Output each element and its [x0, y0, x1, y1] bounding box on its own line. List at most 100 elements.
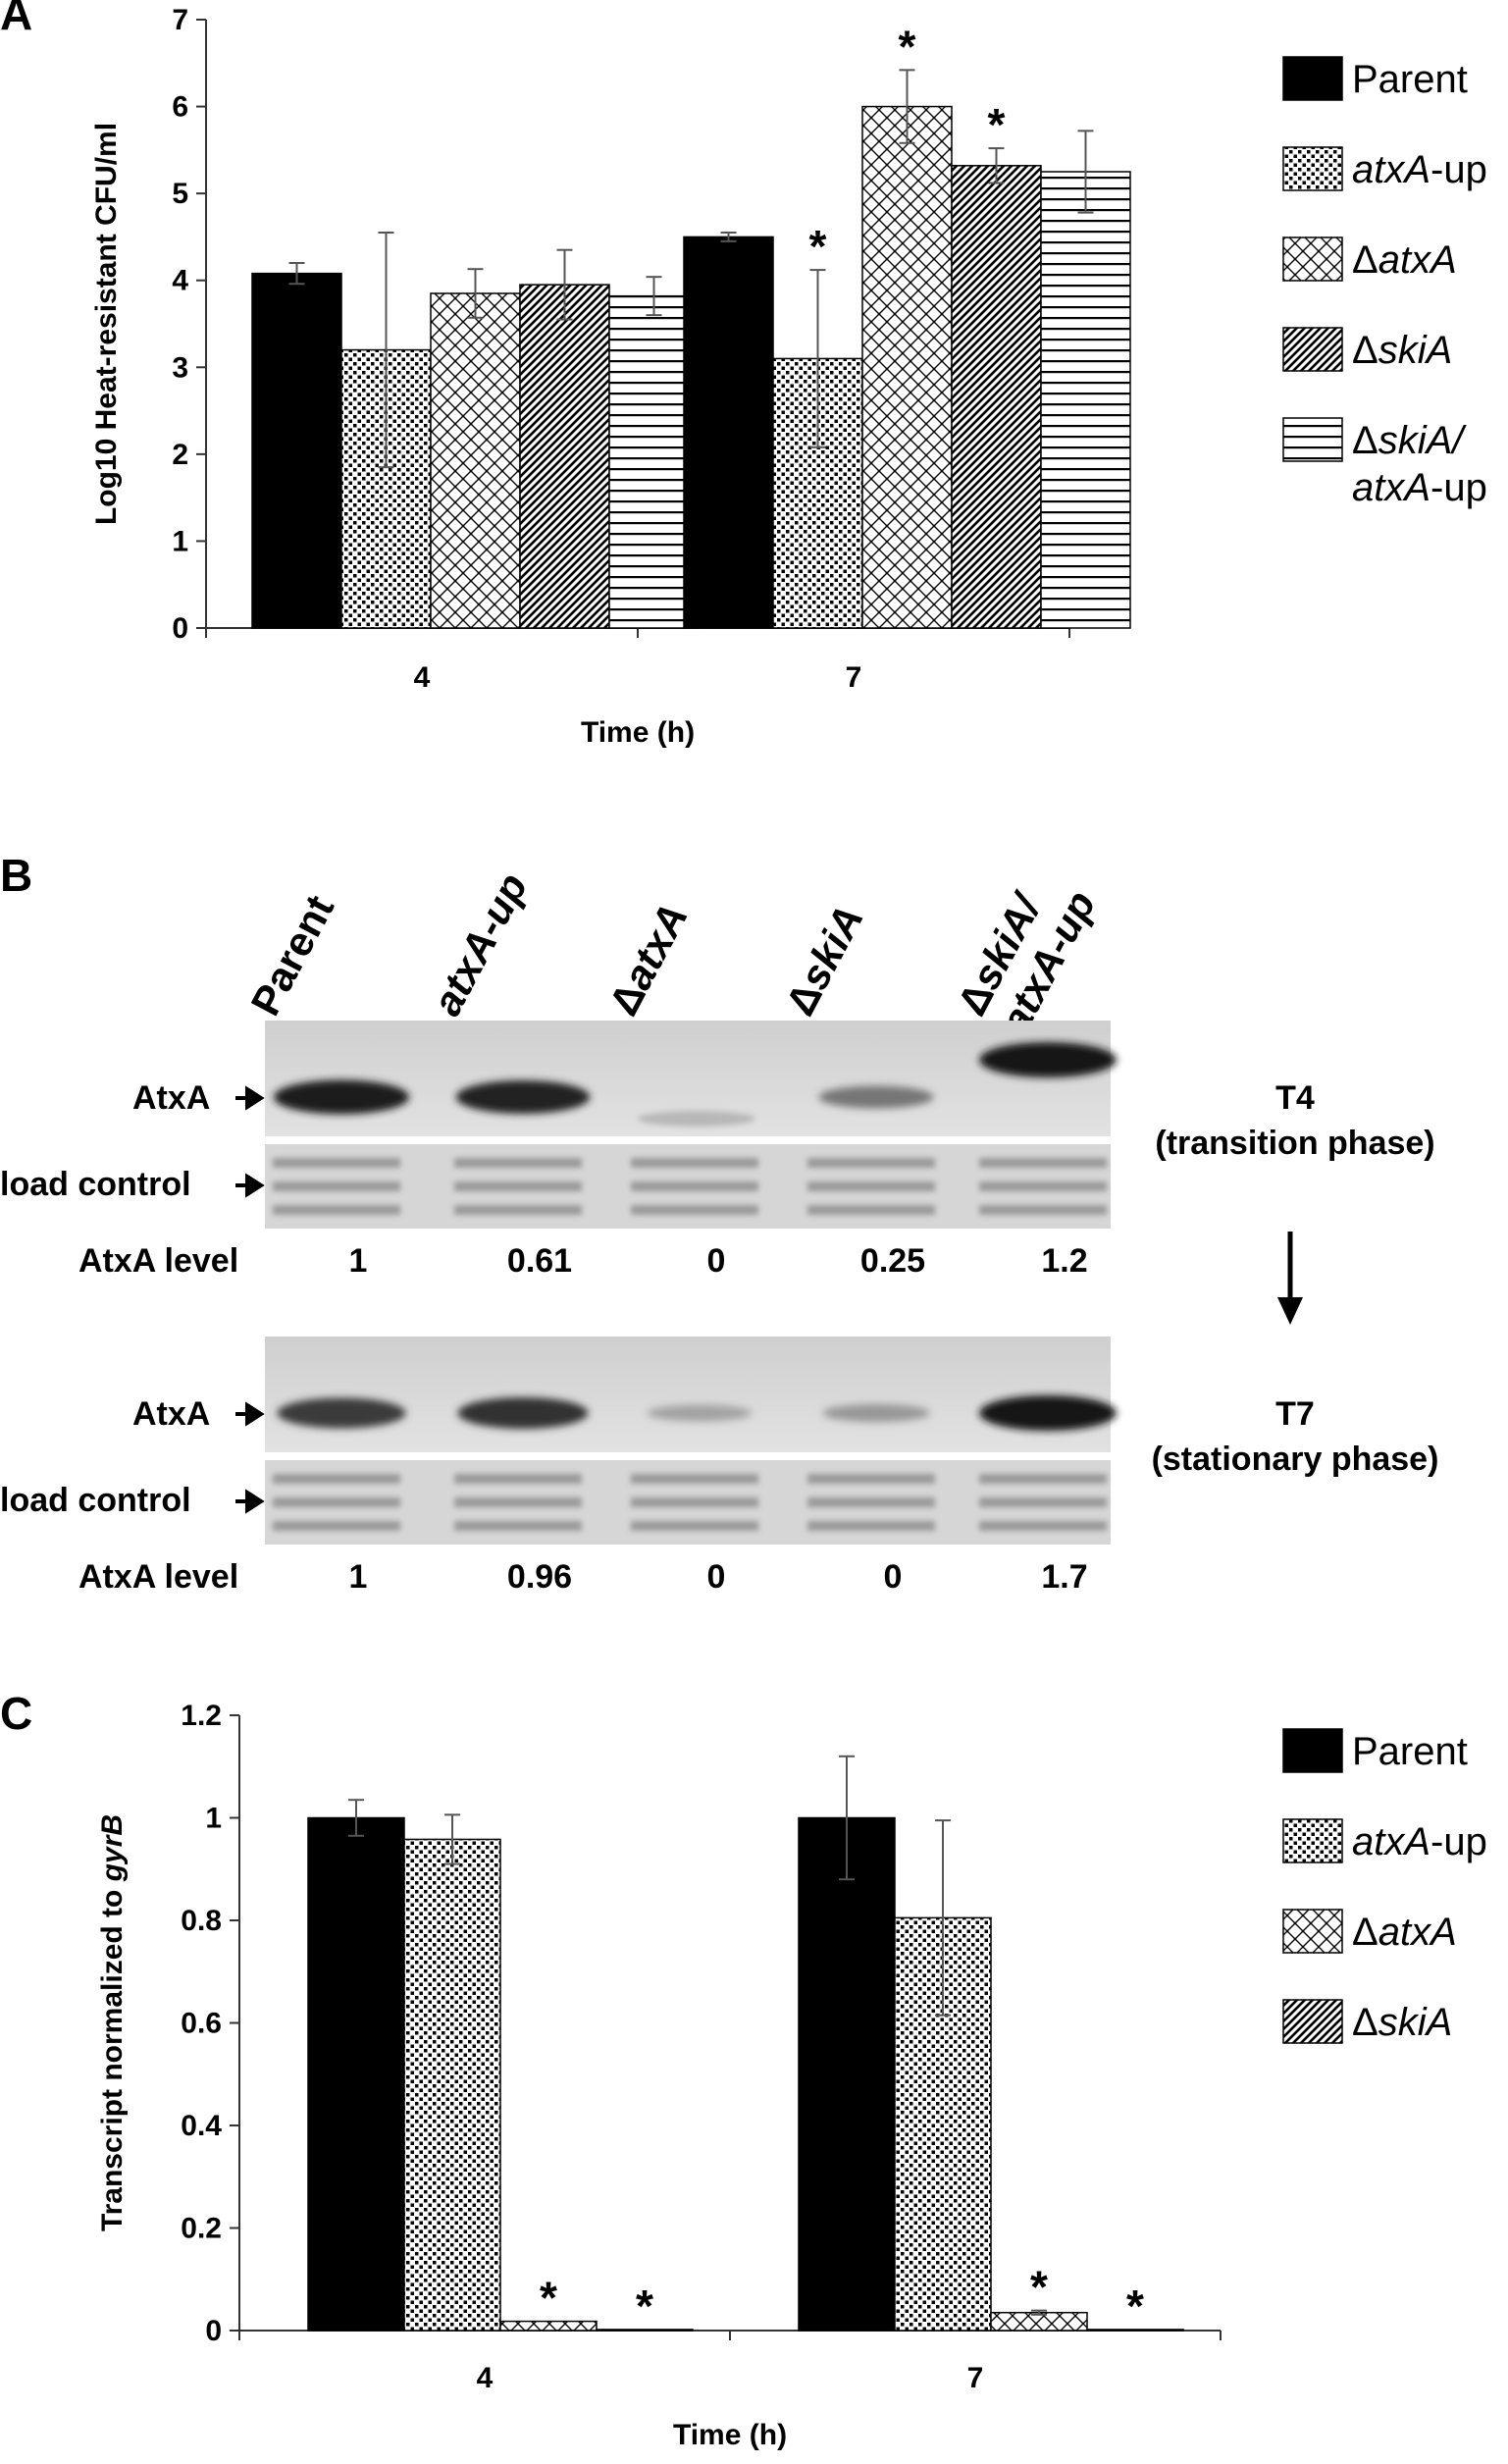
- load-control-band: [273, 1205, 400, 1215]
- row-label-atxa: AtxA: [132, 1395, 210, 1433]
- y-axis-title-part: Transcript normalized to: [96, 1881, 129, 2231]
- legend-label: atxA-up: [1352, 148, 1487, 191]
- legend-label: atxA-up: [1352, 1820, 1487, 1863]
- y-tick-label: 1: [172, 525, 188, 557]
- x-category-label: 7: [846, 661, 862, 694]
- chart-a: 0 1 2 3 4 5 6 7 4 7 Time (h) Log10 Heat-resistant C…: [90, 4, 1487, 749]
- down-arrow-head-icon: [1277, 1297, 1303, 1325]
- lane-header: ΔatxA: [599, 896, 696, 1022]
- y-tick-label: 7: [172, 4, 188, 36]
- significance-star: *: [1030, 2262, 1048, 2313]
- bar-solid: [251, 272, 342, 629]
- atxa-level-value: 1.7: [1041, 1558, 1087, 1596]
- load-control-band: [979, 1158, 1107, 1168]
- bar-diagonal: [1086, 2329, 1184, 2332]
- atxa-level-value: 0.96: [507, 1558, 572, 1596]
- legend-italic: skiA: [1378, 2001, 1453, 2044]
- lane-italic: skiA: [791, 898, 872, 996]
- row-label-atxa-level: AtxA level: [78, 1242, 238, 1280]
- legend-italic: atxA: [1352, 466, 1430, 509]
- y-axis-title: Log10 Heat-resistant CFU/ml: [90, 123, 123, 525]
- y-tick-label: 0.8: [181, 1905, 222, 1937]
- row-label-load-control: load control: [0, 1482, 191, 1519]
- significance-star: *: [899, 21, 916, 72]
- load-control-band: [631, 1205, 758, 1215]
- load-control-band: [273, 1497, 400, 1507]
- panel-label-c: C: [0, 1688, 32, 1739]
- bar-diagonal: [519, 284, 610, 629]
- legend-label-line2: atxA-up: [1352, 466, 1487, 509]
- load-control-band: [631, 1497, 758, 1507]
- legend-swatch-dots: [1282, 146, 1343, 191]
- y-tick-label: 0: [172, 612, 188, 645]
- arrow-icon: [235, 1489, 265, 1514]
- lane-italic: atxA-up: [423, 865, 536, 1022]
- load-control-band: [979, 1497, 1107, 1507]
- lane-header: Parent: [241, 888, 342, 1022]
- legend-label: ΔatxA: [1352, 1911, 1457, 1954]
- load-control-band: [454, 1181, 582, 1191]
- load-control-band: [807, 1205, 935, 1215]
- atxa-level-value: 0.61: [507, 1242, 572, 1280]
- x-category-label: 4: [414, 661, 431, 694]
- legend-label: ΔatxA: [1352, 238, 1457, 282]
- x-category-label: 4: [477, 2362, 494, 2394]
- y-tick-label: 6: [172, 91, 188, 124]
- legend-plain: -up: [1430, 466, 1487, 509]
- atxa-level-value: 0: [884, 1558, 903, 1596]
- significance-star: *: [988, 99, 1006, 150]
- legend-plain: Parent: [1352, 58, 1468, 101]
- legend-swatch-crosshatch: [1282, 1909, 1343, 1954]
- y-tick-label: 5: [172, 178, 188, 210]
- legend-plain: -up: [1430, 148, 1487, 191]
- legend-swatch-dots: [1282, 1818, 1343, 1863]
- atxa-band: [455, 1080, 591, 1114]
- western-blot-panel: Parent atxA-up ΔatxAΔskiAΔskiA/atxA-upAtxA…: [0, 865, 1438, 1596]
- phase-subtitle: (stationary phase): [1152, 1441, 1439, 1478]
- legend-swatch-horizontal: [1282, 417, 1343, 462]
- significance-star: *: [1126, 2281, 1144, 2332]
- row-label-load-control: load control: [0, 1166, 191, 1203]
- load-control-band: [979, 1205, 1107, 1215]
- legend-italic: atxA: [1378, 1911, 1457, 1954]
- panel-label-b: B: [0, 850, 32, 901]
- atxa-band: [818, 1085, 934, 1109]
- legend-swatch-solid: [1282, 56, 1343, 101]
- legend-delta: Δ: [1352, 238, 1378, 282]
- atxa-level-value: 1.2: [1041, 1242, 1087, 1280]
- load-control-band: [807, 1497, 935, 1507]
- legend-swatch-diagonal: [1282, 1999, 1343, 2044]
- load-control-band: [454, 1497, 582, 1507]
- load-control-band: [979, 1474, 1107, 1484]
- load-control-band: [273, 1521, 400, 1531]
- faint-band: [638, 1111, 755, 1127]
- phase-subtitle: (transition phase): [1155, 1125, 1434, 1162]
- load-control-band: [807, 1158, 935, 1168]
- bar-horizontal: [1040, 171, 1131, 629]
- load-control-band: [631, 1158, 758, 1168]
- phase-title: T4: [1275, 1079, 1315, 1117]
- atxa-band: [647, 1404, 753, 1422]
- bar-crosshatch: [499, 2320, 598, 2332]
- lane-header: atxA-up: [423, 865, 536, 1022]
- legend-label: Parent: [1352, 1730, 1468, 1773]
- atxa-level-value: 0: [707, 1558, 726, 1596]
- phase-title: T7: [1275, 1395, 1315, 1433]
- atxa-level-value: 1: [349, 1242, 368, 1280]
- load-control-band: [454, 1474, 582, 1484]
- bar-diagonal: [596, 2329, 694, 2332]
- legend-plain: -up: [1430, 1820, 1487, 1863]
- lane-header: ΔskiA: [776, 898, 871, 1022]
- chart-c: 0 0.2 0.4 0.6 0.8 1 1.2 4 7 Time (h) Transcript no…: [96, 1700, 1487, 2451]
- load-control-band: [454, 1521, 582, 1531]
- legend-delta: Δ: [1352, 2001, 1378, 2044]
- y-tick-label: 4: [172, 265, 188, 297]
- load-control-band: [979, 1181, 1107, 1191]
- bar-diagonal: [951, 165, 1042, 629]
- row-label-atxa: AtxA: [132, 1079, 210, 1117]
- y-tick-label: 0.4: [181, 2110, 222, 2142]
- y-tick-label: 0.2: [181, 2213, 222, 2245]
- legend-swatch-solid: [1282, 1728, 1343, 1773]
- y-tick-label: 1.2: [181, 1700, 222, 1732]
- load-control-band: [631, 1474, 758, 1484]
